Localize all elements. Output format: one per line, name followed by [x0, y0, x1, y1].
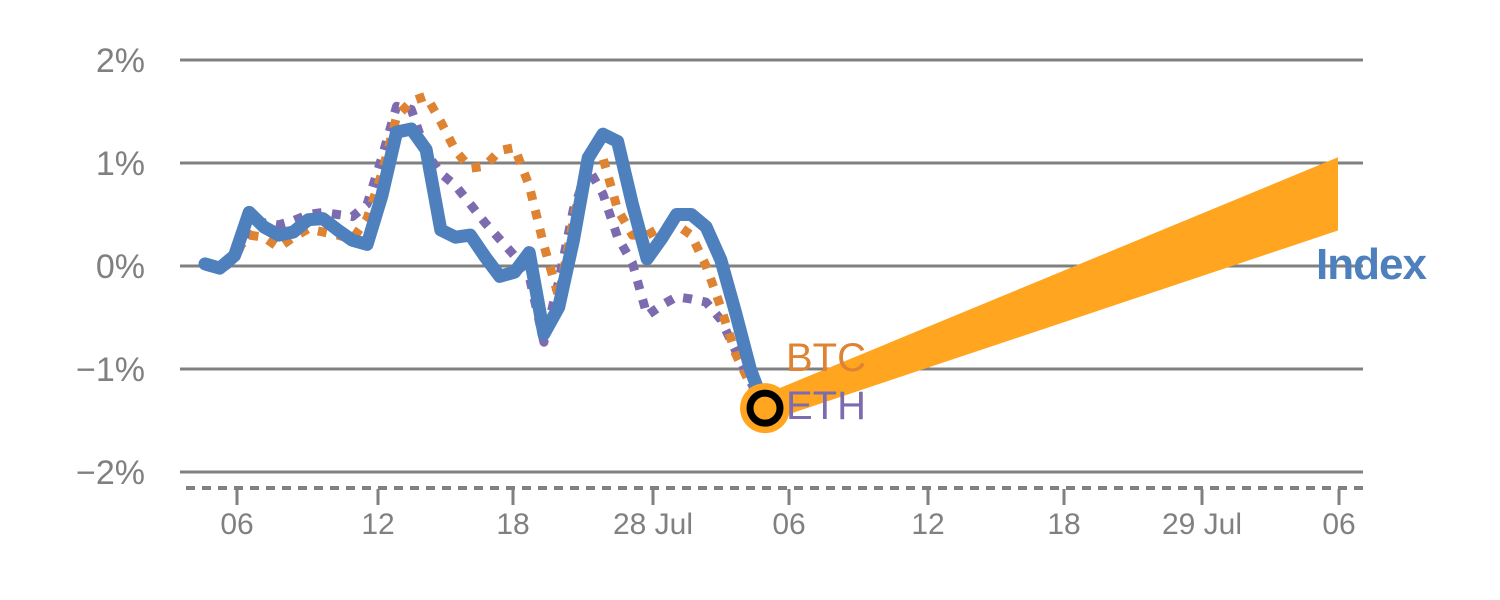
forecast-wedge [765, 157, 1338, 423]
eth-series-label: ETH [786, 384, 866, 428]
x-tick-label-6: 18 [1047, 508, 1081, 541]
index-series-label: Index [1316, 240, 1427, 289]
x-axis [186, 486, 1363, 505]
x-tick-label-1: 12 [361, 508, 395, 541]
y-tick-label-1: 1% [95, 145, 145, 183]
x-tick-label-5: 12 [911, 508, 945, 541]
btc-series-label: BTC [786, 336, 866, 380]
series-group [198, 91, 772, 415]
current-point-marker[interactable] [740, 383, 790, 434]
y-tick-label-2: 2% [95, 42, 145, 80]
forecast-cone [765, 157, 1338, 423]
x-tick-label-3: 28 Jul [612, 508, 694, 541]
marker-ring[interactable] [746, 389, 784, 427]
x-tick-label-8: 06 [1322, 508, 1356, 541]
series-line-eth [203, 101, 769, 411]
x-tick-label-7: 29 Jul [1161, 508, 1243, 541]
y-tick-label-neg2: −2% [76, 454, 145, 492]
y-tick-label-0: 0% [95, 248, 145, 286]
x-tick-label-4: 06 [772, 508, 806, 541]
x-tick-label-0: 06 [220, 508, 254, 541]
series-line-index [198, 122, 772, 415]
y-tick-label-neg1: −1% [76, 351, 145, 389]
x-tick-label-2: 18 [496, 508, 530, 541]
